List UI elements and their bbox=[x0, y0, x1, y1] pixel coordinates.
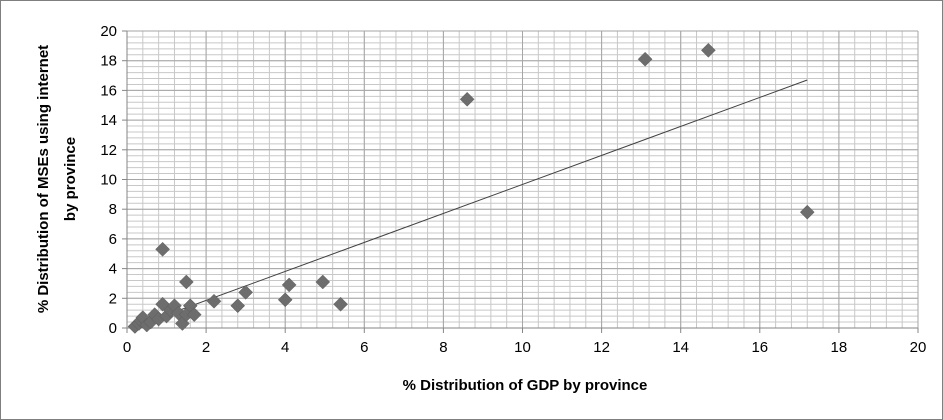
x-tick-label: 18 bbox=[831, 339, 848, 356]
major-gridlines bbox=[126, 30, 919, 329]
y-tick-label: 10 bbox=[100, 172, 117, 189]
x-tick-label: 14 bbox=[672, 339, 689, 356]
data-point-diamond bbox=[281, 277, 297, 293]
data-point-diamond bbox=[155, 241, 170, 257]
y-tick-label: 2 bbox=[109, 290, 117, 307]
y-tick-label: 6 bbox=[109, 231, 117, 248]
data-point-diamond bbox=[206, 293, 222, 309]
x-tick-label: 0 bbox=[123, 339, 131, 356]
data-point-diamond bbox=[230, 298, 246, 314]
data-point-diamond bbox=[637, 51, 653, 67]
data-point-diamond bbox=[277, 292, 293, 308]
data-point-diamond bbox=[799, 204, 815, 220]
y-tick-label: 8 bbox=[109, 201, 117, 218]
y-tick-label: 14 bbox=[100, 112, 117, 129]
data-point-diamond bbox=[701, 42, 716, 58]
x-tick-label: 8 bbox=[439, 339, 447, 356]
x-axis-ticks: 0 2 4 6 8 10 12 14 16 18 20 bbox=[123, 328, 927, 356]
y-tick-label: 4 bbox=[109, 261, 117, 278]
linear-trendline bbox=[134, 79, 808, 327]
y-tick-label: 12 bbox=[100, 142, 117, 159]
y-tick-label: 20 bbox=[100, 23, 117, 40]
x-tick-label: 2 bbox=[202, 339, 210, 356]
x-tick-label: 12 bbox=[593, 339, 610, 356]
y-axis-title-line2: by province bbox=[62, 137, 79, 221]
data-point-diamond bbox=[333, 296, 348, 312]
y-tick-label: 16 bbox=[100, 82, 117, 99]
data-point-diamond bbox=[459, 91, 475, 107]
data-points bbox=[127, 42, 815, 334]
y-tick-label: 18 bbox=[100, 53, 117, 70]
data-point-diamond bbox=[315, 274, 331, 290]
x-axis-title: % Distribution of GDP by province bbox=[403, 377, 648, 394]
data-point-diamond bbox=[178, 274, 194, 290]
x-tick-label: 16 bbox=[751, 339, 768, 356]
data-point-diamond bbox=[238, 285, 254, 300]
x-tick-label: 10 bbox=[514, 339, 531, 356]
x-tick-label: 4 bbox=[281, 339, 289, 356]
x-tick-label: 20 bbox=[910, 339, 927, 356]
data-point-diamond bbox=[186, 307, 202, 322]
y-axis-ticks: 0 2 4 6 8 10 12 14 16 18 20 bbox=[100, 23, 127, 337]
y-axis-title-line1: % Distribution of MSEs using internet bbox=[35, 45, 52, 313]
x-tick-label: 6 bbox=[360, 339, 368, 356]
y-tick-label: 0 bbox=[109, 320, 117, 337]
